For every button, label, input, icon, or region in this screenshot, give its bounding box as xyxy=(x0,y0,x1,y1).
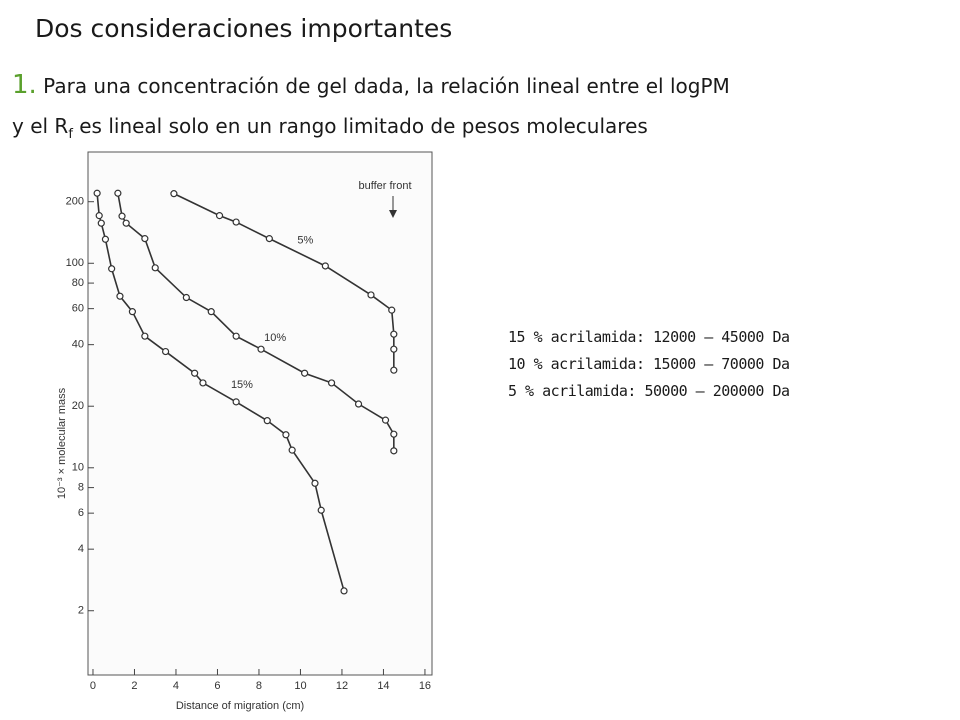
point-text: es lineal solo en un rango limitado de p… xyxy=(72,114,648,138)
series-line xyxy=(173,192,395,371)
data-point xyxy=(182,293,190,302)
data-point xyxy=(340,587,348,595)
x-tick-label: 10 xyxy=(294,680,306,692)
data-point xyxy=(122,219,130,227)
data-point xyxy=(199,379,207,387)
y-tick-label: 100 xyxy=(66,257,84,269)
x-tick-label: 14 xyxy=(377,680,389,692)
data-point xyxy=(367,291,375,299)
y-tick-label: 200 xyxy=(66,196,84,208)
range-list: 15 % acrilamida: 12000 – 45000 Da 10 % a… xyxy=(508,324,790,405)
point-text: y el R xyxy=(12,114,69,138)
data-point xyxy=(128,308,137,316)
y-tick-label: 20 xyxy=(72,400,84,412)
y-tick-label: 2 xyxy=(78,605,84,617)
data-point xyxy=(327,379,336,387)
data-point xyxy=(282,431,290,439)
x-tick-label: 16 xyxy=(419,680,431,692)
data-point xyxy=(232,398,240,406)
data-point xyxy=(108,265,116,273)
data-point xyxy=(265,235,273,243)
x-tick-label: 2 xyxy=(131,680,137,692)
arrow-head xyxy=(389,210,397,218)
point-number: 1. xyxy=(12,70,37,100)
range-item: 15 % acrilamida: 12000 – 45000 Da xyxy=(508,328,790,346)
data-point xyxy=(390,447,398,455)
range-item: 5 % acrilamida: 50000 – 200000 Da xyxy=(508,382,790,400)
data-point xyxy=(288,446,296,454)
subscript: f xyxy=(68,127,73,142)
x-tick-label: 6 xyxy=(214,680,220,692)
data-point xyxy=(354,400,363,408)
data-point xyxy=(301,369,309,377)
x-tick-label: 0 xyxy=(90,680,96,692)
point-line: 1. Para una concentración de gel dada, l… xyxy=(12,70,730,100)
plot-frame xyxy=(87,151,433,676)
y-tick-label: 8 xyxy=(78,482,84,494)
slide-title: Dos consideraciones importantes xyxy=(35,14,453,43)
annotation: buffer front xyxy=(359,180,412,192)
data-point xyxy=(388,306,396,314)
data-point xyxy=(390,330,398,338)
x-axis-label: Distance of migration (cm) xyxy=(176,700,304,712)
data-point xyxy=(161,347,170,356)
data-point xyxy=(207,308,215,316)
data-point xyxy=(101,235,110,243)
data-point xyxy=(390,430,398,438)
data-point xyxy=(141,235,149,243)
x-tick-label: 8 xyxy=(256,680,262,692)
y-tick-label: 10 xyxy=(72,462,84,474)
y-tick-label: 6 xyxy=(78,507,84,519)
data-point xyxy=(257,345,265,353)
data-point xyxy=(95,212,103,220)
series-label: 10% xyxy=(264,332,286,344)
data-point xyxy=(114,189,122,197)
range-item: 10 % acrilamida: 15000 – 70000 Da xyxy=(508,355,790,373)
point-line: y el Rf es lineal solo en un rango limit… xyxy=(12,114,648,142)
data-point xyxy=(390,345,398,353)
data-point xyxy=(390,366,398,374)
data-point xyxy=(263,417,271,425)
x-tick-label: 4 xyxy=(173,680,179,692)
data-point xyxy=(118,212,126,220)
data-point xyxy=(170,190,178,198)
data-point xyxy=(381,416,390,424)
data-point xyxy=(141,332,149,340)
data-point xyxy=(191,369,199,377)
y-tick-label: 60 xyxy=(72,303,84,315)
data-point xyxy=(93,189,101,197)
data-point xyxy=(151,264,159,272)
data-point xyxy=(232,218,240,226)
data-point xyxy=(215,212,224,220)
data-point xyxy=(116,292,124,300)
data-point xyxy=(311,479,319,487)
data-point xyxy=(317,506,325,514)
data-point xyxy=(321,262,329,270)
x-tick-label: 12 xyxy=(336,680,348,692)
series-label: 15% xyxy=(231,379,253,391)
y-tick-label: 4 xyxy=(78,543,84,555)
y-tick-label: 80 xyxy=(72,277,84,289)
data-point xyxy=(232,332,240,340)
data-point xyxy=(97,219,105,227)
series-label: 5% xyxy=(297,235,313,247)
y-tick-label: 40 xyxy=(72,339,84,351)
y-axis-label: 10⁻³ × molecular mass xyxy=(56,387,68,499)
point-text: Para una concentración de gel dada, la r… xyxy=(43,74,730,98)
